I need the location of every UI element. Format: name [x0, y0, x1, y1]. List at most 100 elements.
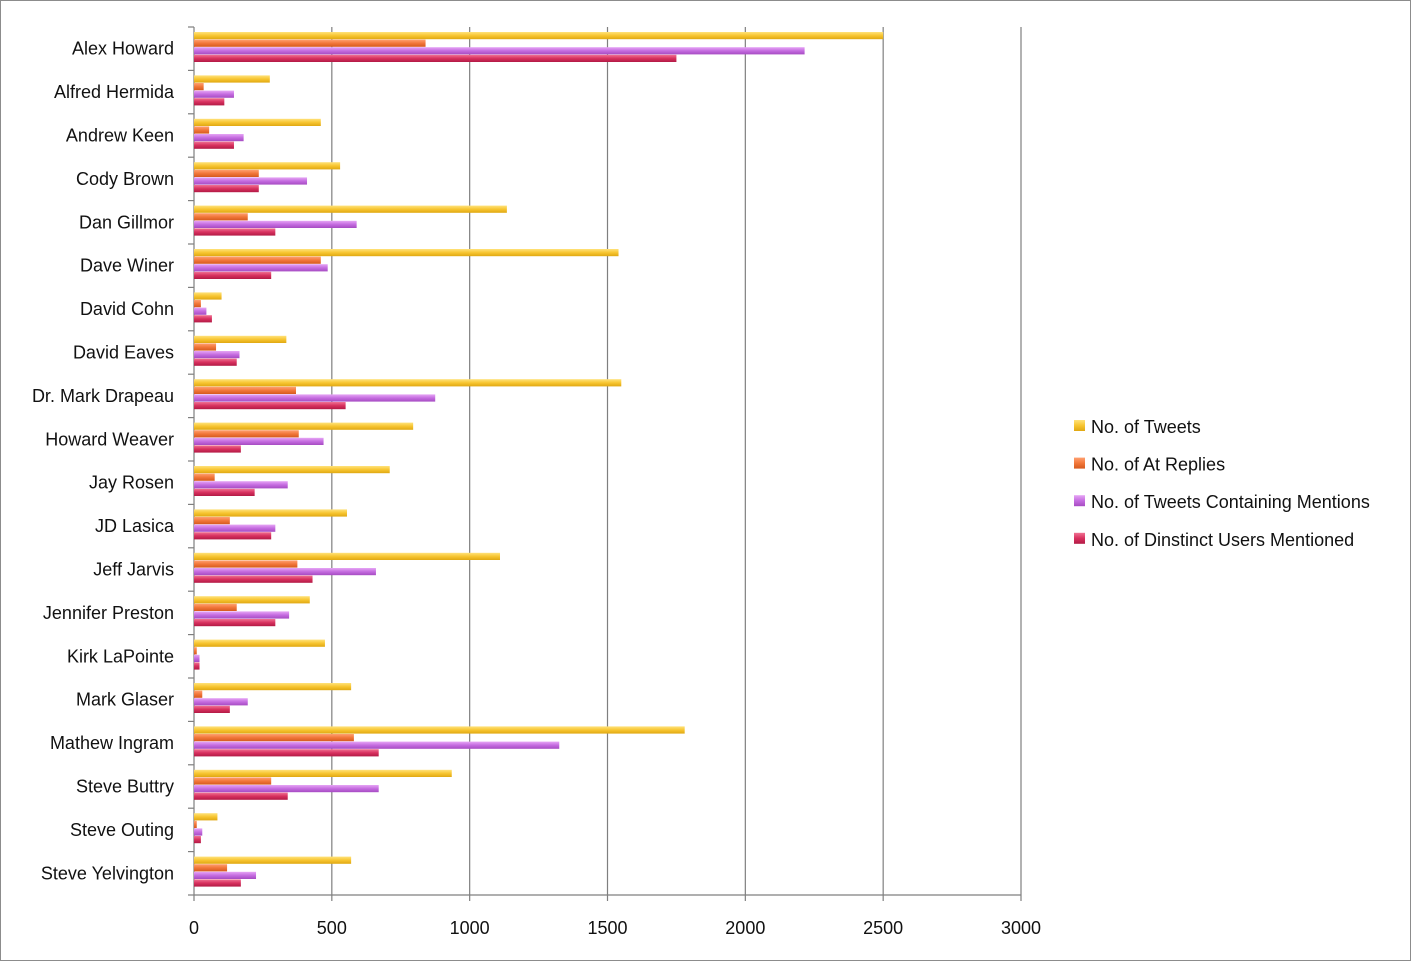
bar-david-eaves-no-of-tweets-containing-mentions: [194, 351, 240, 359]
bars-layer: [194, 32, 884, 887]
bar-mathew-ingram-no-of-at-replies: [194, 734, 354, 742]
category-label-cody-brown: Cody Brown: [76, 169, 174, 189]
category-label-mathew-ingram: Mathew Ingram: [50, 733, 174, 753]
bar-steve-buttry-no-of-tweets: [194, 769, 452, 777]
bar-dave-winer-no-of-dinstinct-users-mentioned: [194, 271, 272, 279]
legend-label-no-of-at-replies: No. of At Replies: [1091, 455, 1225, 475]
bar-mark-glaser-no-of-dinstinct-users-mentioned: [194, 705, 230, 713]
bar-jeff-jarvis-no-of-tweets: [194, 552, 500, 560]
bar-david-eaves-no-of-tweets: [194, 335, 287, 343]
category-labels: Alex Howard Alfred Hermida Andrew Keen Cody…: [32, 39, 175, 884]
bar-jeff-jarvis-no-of-at-replies: [194, 560, 298, 568]
bar-jennifer-preston-no-of-tweets-containing-mentions: [194, 611, 290, 619]
bar-jd-lasica-no-of-tweets-containing-mentions: [194, 524, 276, 532]
category-label-kirk-lapointe: Kirk LaPointe: [67, 646, 174, 666]
bar-jennifer-preston-no-of-at-replies: [194, 603, 237, 611]
bar-jd-lasica-no-of-at-replies: [194, 517, 230, 525]
bar-dr-mark-drapeau-no-of-dinstinct-users-mentioned: [194, 402, 346, 410]
bar-cody-brown-no-of-dinstinct-users-mentioned: [194, 185, 259, 193]
bar-jennifer-preston-no-of-dinstinct-users-mentioned: [194, 619, 276, 627]
x-tick-label-1000: 1000: [450, 918, 490, 938]
bar-mark-glaser-no-of-at-replies: [194, 690, 203, 698]
bar-dave-winer-no-of-at-replies: [194, 256, 321, 264]
category-label-howard-weaver: Howard Weaver: [45, 429, 174, 449]
bar-kirk-lapointe-no-of-tweets: [194, 639, 325, 647]
category-label-mark-glaser: Mark Glaser: [76, 690, 174, 710]
x-tick-label-2500: 2500: [863, 918, 903, 938]
bar-steve-outing-no-of-tweets-containing-mentions: [194, 828, 203, 836]
bar-mathew-ingram-no-of-dinstinct-users-mentioned: [194, 749, 379, 757]
bar-dr-mark-drapeau-no-of-at-replies: [194, 386, 296, 394]
legend-swatch-no-of-tweets: [1074, 420, 1085, 431]
x-tick-label-3000: 3000: [1001, 918, 1041, 938]
bar-jd-lasica-no-of-tweets: [194, 509, 347, 517]
bar-steve-outing-no-of-dinstinct-users-mentioned: [194, 836, 201, 844]
bar-steve-buttry-no-of-dinstinct-users-mentioned: [194, 792, 288, 800]
bar-david-cohn-no-of-dinstinct-users-mentioned: [194, 315, 212, 323]
category-label-jay-rosen: Jay Rosen: [89, 473, 174, 493]
category-label-dan-gillmor: Dan Gillmor: [79, 212, 174, 232]
bar-alex-howard-no-of-at-replies: [194, 39, 426, 47]
bar-jeff-jarvis-no-of-tweets-containing-mentions: [194, 568, 376, 576]
category-label-steve-outing: Steve Outing: [70, 820, 174, 840]
bar-howard-weaver-no-of-tweets-containing-mentions: [194, 437, 324, 445]
category-label-dr-mark-drapeau: Dr. Mark Drapeau: [32, 386, 174, 406]
bar-dr-mark-drapeau-no-of-tweets: [194, 379, 622, 387]
bar-dave-winer-no-of-tweets: [194, 249, 619, 257]
bar-dan-gillmor-no-of-tweets-containing-mentions: [194, 220, 357, 228]
bar-howard-weaver-no-of-tweets: [194, 422, 414, 430]
bar-jd-lasica-no-of-dinstinct-users-mentioned: [194, 532, 272, 540]
legend-label-no-of-tweets: No. of Tweets: [1091, 417, 1201, 437]
bar-jay-rosen-no-of-at-replies: [194, 473, 215, 481]
category-label-alfred-hermida: Alfred Hermida: [54, 82, 175, 102]
bar-cody-brown-no-of-tweets: [194, 162, 341, 170]
category-label-david-eaves: David Eaves: [73, 343, 174, 363]
x-tick-label-500: 500: [317, 918, 347, 938]
bar-steve-yelvington-no-of-at-replies: [194, 864, 228, 872]
bar-andrew-keen-no-of-at-replies: [194, 126, 210, 134]
bar-alex-howard-no-of-tweets: [194, 32, 884, 40]
bar-cody-brown-no-of-tweets-containing-mentions: [194, 177, 308, 185]
legend-swatch-no-of-tweets-containing-mentions: [1074, 495, 1085, 507]
bar-kirk-lapointe-no-of-at-replies: [194, 647, 197, 655]
bar-alfred-hermida-no-of-dinstinct-users-mentioned: [194, 98, 225, 106]
bar-mark-glaser-no-of-tweets-containing-mentions: [194, 698, 248, 706]
bar-mathew-ingram-no-of-tweets-containing-mentions: [194, 741, 560, 749]
category-label-jd-lasica: JD Lasica: [95, 516, 175, 536]
bar-andrew-keen-no-of-tweets: [194, 118, 321, 126]
bar-dave-winer-no-of-tweets-containing-mentions: [194, 264, 328, 272]
bar-steve-buttry-no-of-tweets-containing-mentions: [194, 785, 379, 793]
category-label-david-cohn: David Cohn: [80, 299, 174, 319]
category-label-jeff-jarvis: Jeff Jarvis: [93, 560, 174, 580]
bar-steve-buttry-no-of-at-replies: [194, 777, 272, 785]
bar-alfred-hermida-no-of-tweets: [194, 75, 270, 83]
bar-alfred-hermida-no-of-tweets-containing-mentions: [194, 90, 234, 98]
bar-andrew-keen-no-of-dinstinct-users-mentioned: [194, 141, 234, 149]
bar-dan-gillmor-no-of-at-replies: [194, 213, 248, 221]
category-label-dave-winer: Dave Winer: [80, 256, 174, 276]
bar-steve-yelvington-no-of-dinstinct-users-mentioned: [194, 879, 241, 887]
bar-david-cohn-no-of-tweets-containing-mentions: [194, 307, 207, 315]
bar-cody-brown-no-of-at-replies: [194, 169, 259, 177]
bar-jeff-jarvis-no-of-dinstinct-users-mentioned: [194, 575, 313, 583]
bar-david-eaves-no-of-dinstinct-users-mentioned: [194, 358, 237, 366]
category-label-andrew-keen: Andrew Keen: [66, 126, 174, 146]
x-tick-label-0: 0: [189, 918, 199, 938]
bar-steve-yelvington-no-of-tweets-containing-mentions: [194, 871, 257, 879]
x-tick-label-2000: 2000: [725, 918, 765, 938]
category-label-steve-yelvington: Steve Yelvington: [41, 863, 174, 883]
legend: No. of Tweets No. of At Replies No. of Twe…: [1074, 417, 1370, 550]
category-label-alex-howard: Alex Howard: [72, 39, 174, 59]
legend-label-no-of-dinstinct-users-mentioned: No. of Dinstinct Users Mentioned: [1091, 530, 1354, 550]
bar-dan-gillmor-no-of-dinstinct-users-mentioned: [194, 228, 276, 236]
category-label-jennifer-preston: Jennifer Preston: [43, 603, 174, 623]
bar-jennifer-preston-no-of-tweets: [194, 596, 310, 604]
bar-steve-yelvington-no-of-tweets: [194, 856, 352, 864]
x-tick-labels: 0 500 1000 1500 2000 2500 3000: [189, 918, 1041, 938]
legend-swatch-no-of-dinstinct-users-mentioned: [1074, 532, 1085, 544]
bar-mathew-ingram-no-of-tweets: [194, 726, 685, 734]
bar-david-cohn-no-of-tweets: [194, 292, 222, 300]
bar-kirk-lapointe-no-of-dinstinct-users-mentioned: [194, 662, 200, 670]
